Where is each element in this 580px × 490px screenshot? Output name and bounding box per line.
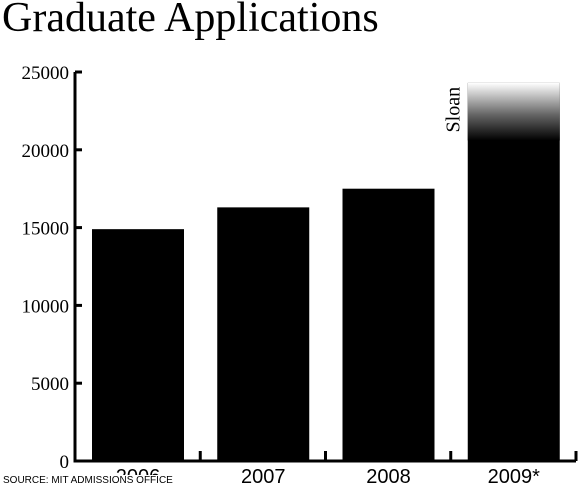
source-note: SOURCE: MIT ADMISSIONS OFFICE xyxy=(3,475,175,487)
bar-2006 xyxy=(92,229,184,461)
bar-2008 xyxy=(342,188,435,461)
sloan-label: Sloan xyxy=(443,87,465,133)
y-tick-label-5000: 5000 xyxy=(31,374,69,395)
sloan-segment xyxy=(467,82,560,141)
y-tick-label-25000: 25000 xyxy=(22,63,70,84)
bar-2009 xyxy=(467,82,560,461)
chart-title: Graduate Applications xyxy=(2,0,379,41)
y-tick-label-15000: 15000 xyxy=(22,219,70,240)
y-tick-label-0: 0 xyxy=(60,452,70,473)
x-tick-label-2009: 2009* xyxy=(488,466,540,488)
y-tick-label-20000: 20000 xyxy=(22,141,70,162)
x-tick-label-2008: 2008 xyxy=(366,466,411,488)
x-tick-label-2007: 2007 xyxy=(241,466,286,488)
y-tick-label-10000: 10000 xyxy=(22,296,70,317)
bar-2007 xyxy=(217,207,310,461)
